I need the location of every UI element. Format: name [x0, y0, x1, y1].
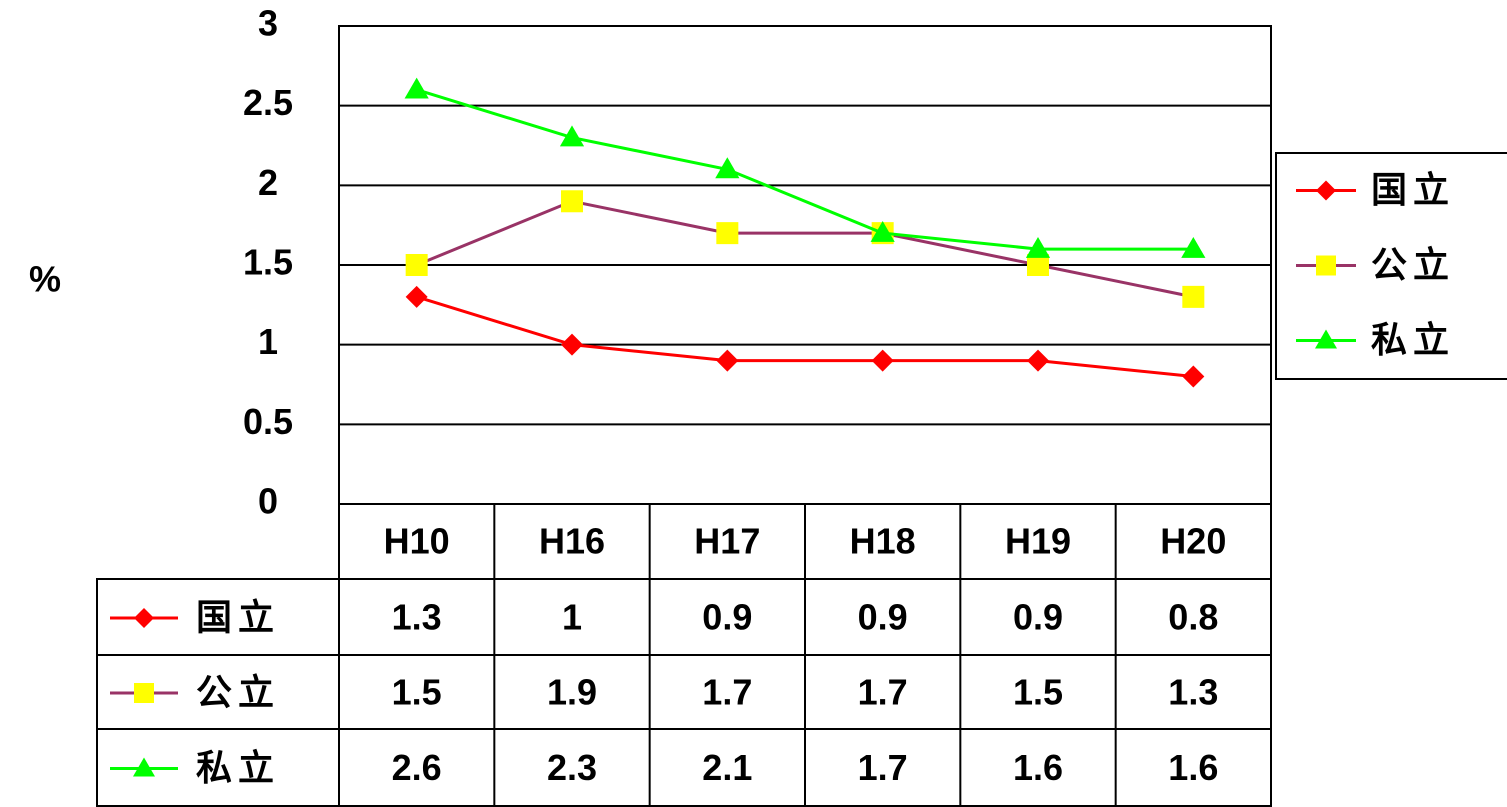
x-tick-label: H18 [850, 521, 916, 562]
table-legend-marker [134, 683, 154, 703]
marker [870, 221, 895, 242]
table-cell: 2.6 [392, 747, 442, 788]
marker [405, 254, 428, 276]
marker [716, 349, 739, 372]
marker [1182, 285, 1205, 308]
table-row-label: 国立 [196, 597, 280, 638]
x-tick-label: H16 [539, 521, 605, 562]
marker [1027, 349, 1049, 372]
x-tick-label: H20 [1160, 521, 1226, 562]
legend-marker [1315, 329, 1337, 349]
table-cell: 1.7 [702, 672, 752, 713]
table-row-label: 公立 [196, 672, 280, 713]
legend-label: 公立 [1371, 244, 1455, 285]
marker [559, 125, 585, 147]
marker [1027, 254, 1049, 276]
table-cell: 0.9 [1013, 597, 1063, 638]
marker [405, 285, 428, 308]
marker [1182, 365, 1205, 388]
x-tick-label: H19 [1005, 521, 1071, 562]
table-legend-marker [134, 608, 154, 628]
marker [716, 222, 739, 245]
series-line [416, 199, 1194, 299]
table-legend-marker [133, 757, 155, 777]
table-cell: 1.6 [1168, 747, 1218, 788]
table-cell: 1.7 [858, 672, 908, 713]
y-tick-label: 0 [258, 481, 278, 522]
legend-marker [1316, 180, 1336, 201]
table-cell: 1.9 [547, 672, 597, 713]
table-cell: 2.3 [547, 747, 597, 788]
x-tick-label: H17 [694, 521, 760, 562]
table-cell: 1.5 [1013, 672, 1063, 713]
marker [561, 190, 583, 213]
marker [871, 349, 894, 372]
table-cell: 2.1 [702, 747, 752, 788]
marker [404, 77, 429, 99]
table-cell: 0.8 [1168, 597, 1218, 638]
y-tick-label: 3 [258, 3, 278, 44]
y-tick-label: 2 [258, 162, 278, 203]
y-tick-label: 1 [258, 321, 278, 362]
table-cell: 1.5 [392, 672, 442, 713]
table-cell: 1.6 [1013, 747, 1063, 788]
legend-label: 私立 [1371, 319, 1455, 360]
marker [1025, 236, 1051, 258]
table-row-label: 私立 [196, 747, 280, 788]
marker [715, 157, 740, 179]
marker [1181, 236, 1206, 258]
marker [561, 333, 583, 356]
y-tick-label: 2.5 [243, 82, 293, 123]
table-cell: 1 [562, 597, 582, 638]
table-cell: 0.9 [858, 597, 908, 638]
legend-marker [1316, 255, 1336, 276]
series-line [416, 295, 1194, 379]
series-line [416, 88, 1194, 251]
x-tick-label: H10 [384, 521, 450, 562]
y-tick-label: 0.5 [243, 401, 293, 442]
table-cell: 1.3 [1168, 672, 1218, 713]
table-cell: 1.7 [858, 747, 908, 788]
legend-label: 国立 [1371, 169, 1455, 210]
y-axis-label: % [29, 259, 61, 300]
table-cell: 1.3 [392, 597, 442, 638]
table-cell: 0.9 [702, 597, 752, 638]
y-tick-label: 1.5 [243, 242, 293, 283]
